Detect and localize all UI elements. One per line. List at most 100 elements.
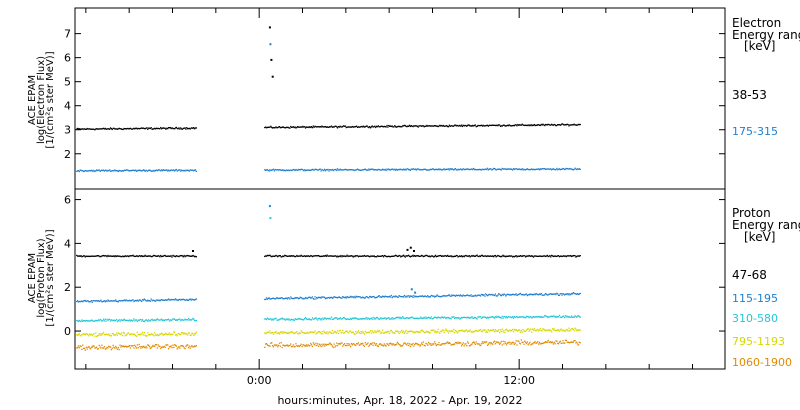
data-point: [494, 343, 496, 345]
data-point: [179, 318, 181, 320]
data-point: [81, 333, 83, 335]
data-point: [383, 296, 386, 298]
data-point: [517, 123, 519, 126]
data-point: [166, 255, 168, 257]
data-point: [194, 333, 197, 335]
data-point: [291, 297, 294, 300]
data-point: [527, 294, 529, 296]
data-point: [339, 297, 341, 299]
data-point: [512, 293, 514, 295]
data-point: [554, 343, 556, 345]
data-point: [493, 124, 496, 126]
data-point: [330, 255, 332, 257]
data-point: [559, 329, 561, 331]
data-point: [516, 329, 518, 332]
data-point: [566, 255, 568, 257]
data-point: [440, 330, 442, 332]
data-point: [167, 255, 170, 257]
spike-point: [409, 246, 412, 249]
data-point: [515, 124, 517, 126]
data-point: [342, 329, 344, 331]
data-point: [446, 329, 448, 332]
data-point: [512, 341, 514, 343]
data-point: [406, 344, 408, 346]
data-point: [432, 255, 434, 257]
data-point: [440, 124, 443, 127]
data-point: [345, 297, 347, 299]
data-point: [287, 332, 289, 334]
data-point: [141, 319, 144, 321]
data-point: [137, 300, 139, 302]
data-point: [177, 128, 179, 130]
data-point: [449, 255, 451, 257]
data-point: [518, 316, 521, 318]
data-point: [534, 329, 536, 331]
data-point: [80, 345, 82, 347]
data-point: [342, 317, 344, 320]
data-point: [498, 293, 500, 295]
data-point: [266, 344, 268, 346]
data-point: [461, 295, 463, 297]
data-point: [409, 330, 412, 333]
data-point: [577, 329, 580, 331]
data-point: [166, 333, 168, 335]
data-point: [568, 341, 570, 344]
data-point: [303, 170, 305, 172]
data-point: [122, 331, 125, 334]
data-point: [78, 333, 80, 335]
data-point: [565, 293, 567, 295]
data-point: [525, 124, 527, 126]
data-point: [491, 169, 493, 171]
data-point: [436, 294, 438, 296]
data-point: [336, 318, 339, 320]
data-point: [359, 126, 361, 128]
data-point: [350, 346, 352, 348]
data-point: [454, 124, 457, 126]
data-point: [107, 169, 109, 172]
data-point: [431, 255, 433, 257]
data-point: [127, 169, 129, 171]
data-point: [91, 334, 93, 337]
data-point: [367, 255, 369, 257]
data-point: [460, 168, 463, 171]
data-point: [452, 316, 454, 318]
data-point: [121, 300, 123, 302]
data-point: [362, 169, 365, 171]
data-point: [164, 127, 166, 129]
data-point: [473, 317, 475, 319]
data-point: [396, 341, 399, 343]
data-point: [304, 255, 306, 257]
data-point: [473, 341, 475, 343]
data-point: [340, 126, 342, 128]
data-point: [421, 295, 423, 297]
data-point: [518, 124, 521, 126]
data-point: [420, 255, 422, 257]
data-point: [304, 255, 307, 258]
data-point: [266, 169, 268, 171]
data-point: [290, 255, 292, 257]
data-point: [83, 128, 86, 130]
y-tick-label: 0: [64, 325, 71, 338]
data-point: [138, 343, 140, 346]
data-point: [486, 255, 489, 257]
data-point: [404, 256, 406, 258]
data-point: [334, 330, 336, 332]
data-point: [328, 126, 330, 128]
data-point: [106, 346, 108, 349]
data-point: [372, 126, 374, 128]
data-point: [557, 316, 560, 318]
data-point: [417, 255, 419, 257]
data-point: [310, 319, 312, 321]
data-point: [369, 256, 371, 258]
data-point: [294, 169, 296, 172]
data-point: [470, 125, 472, 127]
data-point: [577, 315, 579, 317]
data-point: [330, 316, 333, 318]
data-point: [285, 255, 288, 257]
data-point: [278, 126, 281, 128]
data-point: [492, 341, 495, 343]
data-point: [325, 332, 327, 334]
data-point: [562, 329, 564, 331]
data-point: [99, 334, 101, 336]
data-point: [398, 254, 400, 257]
